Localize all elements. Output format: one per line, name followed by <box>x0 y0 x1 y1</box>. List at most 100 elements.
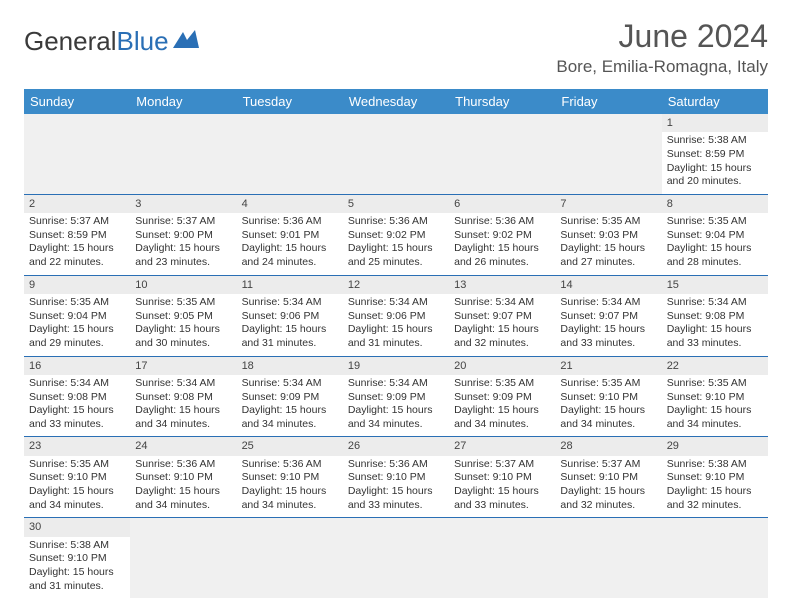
day-cell <box>449 114 555 194</box>
day-cell: 11Sunrise: 5:34 AMSunset: 9:06 PMDayligh… <box>237 275 343 356</box>
day-info: Sunrise: 5:35 AMSunset: 9:09 PMDaylight:… <box>454 377 550 432</box>
day-number: 22 <box>662 357 768 375</box>
location-text: Bore, Emilia-Romagna, Italy <box>556 57 768 77</box>
week-row: 9 Sunrise: 5:35 AMSunset: 9:04 PMDaylight… <box>24 275 768 356</box>
day-cell: 15Sunrise: 5:34 AMSunset: 9:08 PMDayligh… <box>662 275 768 356</box>
day-cell <box>343 114 449 194</box>
week-row: 2 Sunrise: 5:37 AMSunset: 8:59 PMDaylight… <box>24 194 768 275</box>
day-cell <box>237 518 343 598</box>
day-cell: 4 Sunrise: 5:36 AMSunset: 9:01 PMDaylight… <box>237 194 343 275</box>
title-block: June 2024 Bore, Emilia-Romagna, Italy <box>556 18 768 77</box>
day-cell: 10Sunrise: 5:35 AMSunset: 9:05 PMDayligh… <box>130 275 236 356</box>
day-cell <box>662 518 768 598</box>
day-info: Sunrise: 5:34 AMSunset: 9:07 PMDaylight:… <box>454 296 550 351</box>
day-cell: 21 Sunrise: 5:35 AMSunset: 9:10 PMDayligh… <box>555 356 661 437</box>
day-number: 19 <box>343 357 449 375</box>
day-number: 27 <box>449 437 555 455</box>
day-header: Saturday <box>662 89 768 114</box>
day-info: Sunrise: 5:36 AMSunset: 9:01 PMDaylight:… <box>242 215 338 270</box>
day-cell: 8Sunrise: 5:35 AMSunset: 9:04 PMDaylight… <box>662 194 768 275</box>
day-number: 26 <box>343 437 449 455</box>
flag-icon <box>173 26 201 57</box>
day-info: Sunrise: 5:35 AMSunset: 9:05 PMDaylight:… <box>135 296 231 351</box>
day-number: 4 <box>237 195 343 213</box>
day-cell <box>130 114 236 194</box>
day-cell: 16Sunrise: 5:34 AMSunset: 9:08 PMDayligh… <box>24 356 130 437</box>
day-number: 5 <box>343 195 449 213</box>
day-cell <box>343 518 449 598</box>
day-info: Sunrise: 5:35 AMSunset: 9:04 PMDaylight:… <box>29 296 125 351</box>
day-cell: 3 Sunrise: 5:37 AMSunset: 9:00 PMDaylight… <box>130 194 236 275</box>
day-cell: 17 Sunrise: 5:34 AMSunset: 9:08 PMDayligh… <box>130 356 236 437</box>
logo-text-2: Blue <box>117 26 169 57</box>
day-info: Sunrise: 5:37 AMSunset: 9:00 PMDaylight:… <box>135 215 231 270</box>
day-cell: 26 Sunrise: 5:36 AMSunset: 9:10 PMDayligh… <box>343 437 449 518</box>
day-number: 11 <box>237 276 343 294</box>
day-info: Sunrise: 5:36 AMSunset: 9:10 PMDaylight:… <box>348 458 444 513</box>
day-cell: 29Sunrise: 5:38 AMSunset: 9:10 PMDayligh… <box>662 437 768 518</box>
day-info: Sunrise: 5:34 AMSunset: 9:09 PMDaylight:… <box>348 377 444 432</box>
day-cell: 13Sunrise: 5:34 AMSunset: 9:07 PMDayligh… <box>449 275 555 356</box>
day-cell <box>555 114 661 194</box>
day-info: Sunrise: 5:35 AMSunset: 9:10 PMDaylight:… <box>560 377 656 432</box>
day-info: Sunrise: 5:34 AMSunset: 9:06 PMDaylight:… <box>348 296 444 351</box>
day-number: 3 <box>130 195 236 213</box>
week-row: 16Sunrise: 5:34 AMSunset: 9:08 PMDayligh… <box>24 356 768 437</box>
day-cell: 25Sunrise: 5:36 AMSunset: 9:10 PMDayligh… <box>237 437 343 518</box>
day-cell <box>24 114 130 194</box>
day-cell <box>449 518 555 598</box>
day-cell: 1Sunrise: 5:38 AMSunset: 8:59 PMDaylight… <box>662 114 768 194</box>
day-number: 14 <box>555 276 661 294</box>
day-number: 24 <box>130 437 236 455</box>
day-number: 12 <box>343 276 449 294</box>
day-number: 18 <box>237 357 343 375</box>
day-number: 30 <box>24 518 130 536</box>
week-row: 30 Sunrise: 5:38 AMSunset: 9:10 PMDayligh… <box>24 518 768 598</box>
day-number: 17 <box>130 357 236 375</box>
day-info: Sunrise: 5:38 AMSunset: 9:10 PMDaylight:… <box>29 539 125 594</box>
day-number: 6 <box>449 195 555 213</box>
day-number: 7 <box>555 195 661 213</box>
day-header: Sunday <box>24 89 130 114</box>
month-title: June 2024 <box>556 18 768 55</box>
day-cell: 30 Sunrise: 5:38 AMSunset: 9:10 PMDayligh… <box>24 518 130 598</box>
day-header: Tuesday <box>237 89 343 114</box>
day-cell: 20 Sunrise: 5:35 AMSunset: 9:09 PMDayligh… <box>449 356 555 437</box>
day-cell: 6Sunrise: 5:36 AMSunset: 9:02 PMDaylight… <box>449 194 555 275</box>
day-info: Sunrise: 5:38 AMSunset: 8:59 PMDaylight:… <box>667 134 763 189</box>
day-header: Friday <box>555 89 661 114</box>
day-header: Wednesday <box>343 89 449 114</box>
day-info: Sunrise: 5:34 AMSunset: 9:08 PMDaylight:… <box>135 377 231 432</box>
day-cell: 14 Sunrise: 5:34 AMSunset: 9:07 PMDayligh… <box>555 275 661 356</box>
day-number: 25 <box>237 437 343 455</box>
day-header-row: SundayMondayTuesdayWednesdayThursdayFrid… <box>24 89 768 114</box>
day-info: Sunrise: 5:35 AMSunset: 9:04 PMDaylight:… <box>667 215 763 270</box>
day-info: Sunrise: 5:34 AMSunset: 9:09 PMDaylight:… <box>242 377 338 432</box>
day-info: Sunrise: 5:37 AMSunset: 8:59 PMDaylight:… <box>29 215 125 270</box>
day-info: Sunrise: 5:37 AMSunset: 9:10 PMDaylight:… <box>560 458 656 513</box>
day-number: 9 <box>24 276 130 294</box>
day-cell <box>555 518 661 598</box>
day-number: 20 <box>449 357 555 375</box>
day-info: Sunrise: 5:35 AMSunset: 9:10 PMDaylight:… <box>667 377 763 432</box>
page-header: GeneralBlue June 2024 Bore, Emilia-Romag… <box>24 18 768 77</box>
day-cell: 5Sunrise: 5:36 AMSunset: 9:02 PMDaylight… <box>343 194 449 275</box>
day-cell: 23Sunrise: 5:35 AMSunset: 9:10 PMDayligh… <box>24 437 130 518</box>
day-cell: 7Sunrise: 5:35 AMSunset: 9:03 PMDaylight… <box>555 194 661 275</box>
day-cell <box>130 518 236 598</box>
day-cell: 27 Sunrise: 5:37 AMSunset: 9:10 PMDayligh… <box>449 437 555 518</box>
day-number: 2 <box>24 195 130 213</box>
day-number: 15 <box>662 276 768 294</box>
day-cell: 12 Sunrise: 5:34 AMSunset: 9:06 PMDayligh… <box>343 275 449 356</box>
day-cell: 2 Sunrise: 5:37 AMSunset: 8:59 PMDaylight… <box>24 194 130 275</box>
logo: GeneralBlue <box>24 26 201 57</box>
day-info: Sunrise: 5:37 AMSunset: 9:10 PMDaylight:… <box>454 458 550 513</box>
day-cell: 9 Sunrise: 5:35 AMSunset: 9:04 PMDaylight… <box>24 275 130 356</box>
day-info: Sunrise: 5:34 AMSunset: 9:08 PMDaylight:… <box>29 377 125 432</box>
day-info: Sunrise: 5:34 AMSunset: 9:07 PMDaylight:… <box>560 296 656 351</box>
week-row: 23Sunrise: 5:35 AMSunset: 9:10 PMDayligh… <box>24 437 768 518</box>
day-info: Sunrise: 5:36 AMSunset: 9:10 PMDaylight:… <box>135 458 231 513</box>
day-number: 21 <box>555 357 661 375</box>
day-number: 29 <box>662 437 768 455</box>
day-header: Monday <box>130 89 236 114</box>
